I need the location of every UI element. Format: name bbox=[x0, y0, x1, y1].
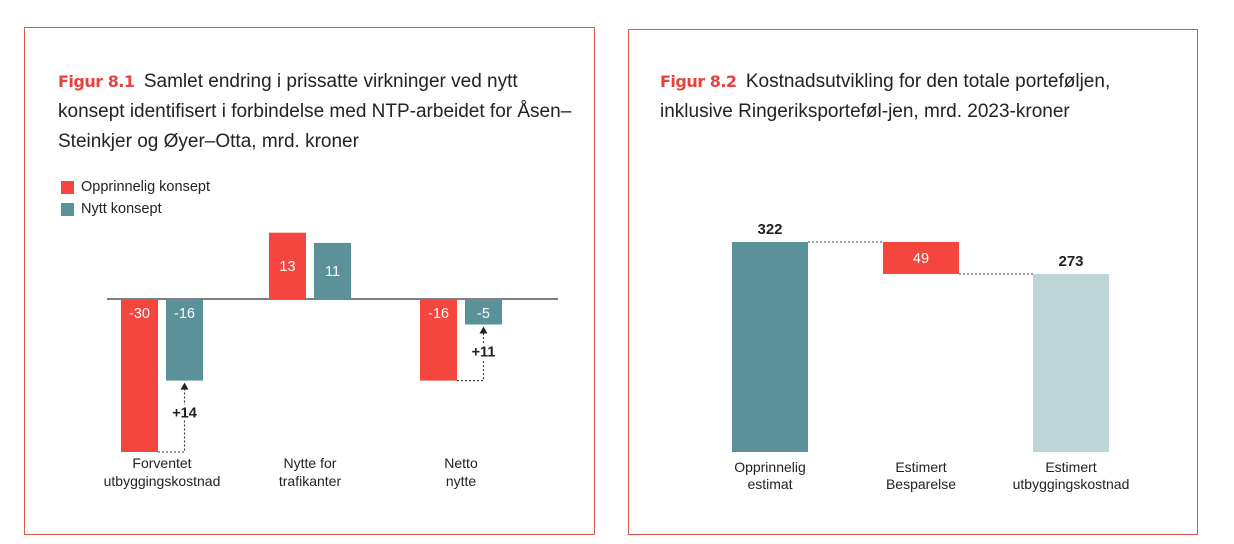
category-label-0: Forventet utbyggingskostnad bbox=[104, 455, 221, 489]
waterfall-bar-1 bbox=[883, 241, 959, 274]
waterfall-category-label-1: Estimert Besparelse bbox=[886, 459, 956, 492]
figure-8-2-label: Figur 8.2 bbox=[660, 72, 737, 91]
waterfall-bar-0 bbox=[732, 241, 808, 452]
bar-value-label: -16 bbox=[428, 306, 449, 322]
category-label-2: Netto nytte bbox=[444, 455, 478, 489]
bar-value-label: 11 bbox=[325, 264, 340, 280]
waterfall-value-label: 322 bbox=[757, 221, 782, 238]
figure-8-2-title-text: Kostnadsutvikling for den totale portefø… bbox=[660, 71, 1111, 122]
annotation-connector bbox=[158, 389, 186, 453]
bar-value-label: -16 bbox=[174, 306, 195, 322]
category-label-1: Nytte for trafikanter bbox=[279, 455, 342, 489]
bar-opprinnelig-1 bbox=[269, 232, 306, 299]
waterfall-bar-2 bbox=[1033, 273, 1109, 452]
legend-item-nytt: Nytt konsept bbox=[61, 198, 210, 220]
figure-8-1-label: Figur 8.1 bbox=[58, 72, 135, 91]
annotation-connector bbox=[457, 333, 485, 382]
figure-8-1-title-text: Samlet endring i prissatte virkninger ve… bbox=[58, 71, 572, 152]
bar-opprinnelig-2 bbox=[420, 299, 457, 381]
legend-label-nytt: Nytt konsept bbox=[81, 201, 162, 217]
figure-8-1-title: Figur 8.1 Samlet endring i prissatte vir… bbox=[58, 67, 578, 157]
waterfall-category-label-2: Estimert utbyggingskostnad bbox=[1013, 459, 1130, 492]
bar-value-label: -30 bbox=[129, 306, 150, 322]
bar-value-label: -5 bbox=[477, 306, 490, 322]
legend-item-opprinnelig: Opprinnelig konsept bbox=[61, 176, 210, 198]
annotation-arrowhead bbox=[479, 326, 488, 334]
annotation-arrowhead bbox=[180, 382, 189, 390]
annotation-label: +14 bbox=[172, 406, 197, 422]
chart-1-svg: -30 -16 Forventet utbyggingskostnad 13 11 Nytt… bbox=[104, 232, 558, 489]
legend-swatch-nytt bbox=[61, 202, 74, 216]
waterfall-value-label: 273 bbox=[1058, 253, 1083, 270]
legend-label-opprinnelig: Opprinnelig konsept bbox=[81, 179, 210, 195]
bar-nytt-0 bbox=[166, 299, 203, 381]
bar-opprinnelig-0 bbox=[121, 299, 158, 452]
chart-1-legend: Opprinnelig konsept Nytt konsept bbox=[61, 176, 210, 220]
bar-value-label: 13 bbox=[279, 259, 295, 275]
waterfall-category-label-0: Opprinnelig estimat bbox=[734, 459, 806, 492]
legend-swatch-opprinnelig bbox=[61, 180, 74, 194]
figure-8-1-panel: Figur 8.1 Samlet endring i prissatte vir… bbox=[24, 27, 595, 535]
bar-nytt-2 bbox=[465, 299, 502, 325]
chart-2-svg: 322 49 273 Opprinnelig estimat Estimert Bespar… bbox=[732, 221, 1130, 492]
figure-8-2-panel: Figur 8.2 Kostnadsutvikling for den tota… bbox=[628, 29, 1198, 535]
figure-8-2-title: Figur 8.2 Kostnadsutvikling for den tota… bbox=[660, 67, 1180, 127]
waterfall-value-label: 49 bbox=[913, 251, 929, 267]
bar-nytt-1 bbox=[314, 242, 351, 299]
annotation-label: +11 bbox=[472, 345, 496, 361]
